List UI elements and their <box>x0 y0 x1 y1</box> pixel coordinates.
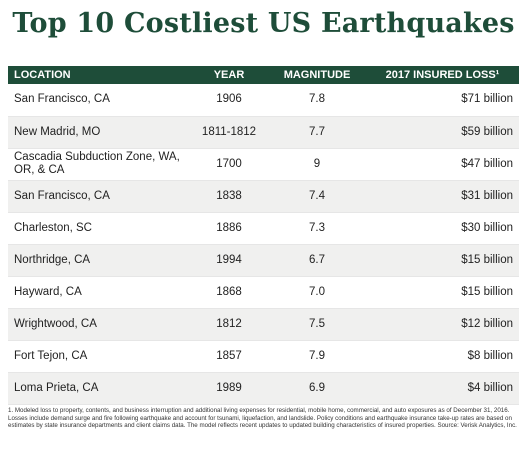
cell-magnitude: 7.0 <box>268 276 366 309</box>
cell-location: Northridge, CA <box>8 244 190 277</box>
cell-year: 1906 <box>190 84 268 117</box>
cell-year: 1994 <box>190 244 268 277</box>
cell-year: 1811-1812 <box>190 116 268 149</box>
cell-insured-loss: $8 billion <box>366 340 519 373</box>
cell-magnitude: 7.7 <box>268 116 366 149</box>
cell-location: Hayward, CA <box>8 276 190 309</box>
cell-location: Fort Tejon, CA <box>8 340 190 373</box>
header-insured-loss: 2017 INSURED LOSS¹ <box>385 69 500 81</box>
cell-insured-loss: $31 billion <box>366 180 519 213</box>
cell-location: Cascadia Subduction Zone, WA, OR, & CA <box>8 148 190 181</box>
cell-location: New Madrid, MO <box>8 116 190 149</box>
cell-year: 1857 <box>190 340 268 373</box>
header-year: YEAR <box>213 69 245 81</box>
header-row: LOCATION YEAR MAGNITUDE 2017 INSURED LOS… <box>8 66 519 84</box>
table-row: Fort Tejon, CA 1857 7.9 $8 billion <box>8 340 519 373</box>
table-body: San Francisco, CA 1906 7.8 $71 billion New M… <box>8 84 519 405</box>
cell-magnitude: 6.9 <box>268 372 366 405</box>
cell-magnitude: 7.8 <box>268 84 366 117</box>
cell-year: 1700 <box>190 148 268 181</box>
footnote: 1. Modeled loss to property, contents, a… <box>8 407 519 430</box>
cell-year: 1812 <box>190 308 268 341</box>
earthquake-table: LOCATION YEAR MAGNITUDE 2017 INSURED LOS… <box>8 66 519 405</box>
cell-magnitude: 7.5 <box>268 308 366 341</box>
table-row: Wrightwood, CA 1812 7.5 $12 billion <box>8 308 519 341</box>
cell-insured-loss: $4 billion <box>366 372 519 405</box>
cell-location: Charleston, SC <box>8 212 190 245</box>
cell-insured-loss: $47 billion <box>366 148 519 181</box>
cell-insured-loss: $30 billion <box>366 212 519 245</box>
cell-magnitude: 9 <box>268 148 366 181</box>
cell-location: Wrightwood, CA <box>8 308 190 341</box>
cell-insured-loss: $12 billion <box>366 308 519 341</box>
cell-location: San Francisco, CA <box>8 180 190 213</box>
cell-insured-loss: $59 billion <box>366 116 519 149</box>
table-row: Charleston, SC 1886 7.3 $30 billion <box>8 212 519 245</box>
cell-magnitude: 7.4 <box>268 180 366 213</box>
table-row: Northridge, CA 1994 6.7 $15 billion <box>8 244 519 277</box>
cell-magnitude: 6.7 <box>268 244 366 277</box>
footnote-text: 1. Modeled loss to property, contents, a… <box>8 407 517 430</box>
chart-title: Top 10 Costliest US Earthquakes <box>12 8 515 39</box>
cell-year: 1868 <box>190 276 268 309</box>
cell-location: San Francisco, CA <box>8 84 190 117</box>
cell-insured-loss: $15 billion <box>366 276 519 309</box>
cell-year: 1838 <box>190 180 268 213</box>
cell-year: 1989 <box>190 372 268 405</box>
cell-year: 1886 <box>190 212 268 245</box>
table-row: Hayward, CA 1868 7.0 $15 billion <box>8 276 519 309</box>
cell-magnitude: 7.3 <box>268 212 366 245</box>
cell-location: Loma Prieta, CA <box>8 372 190 405</box>
table-row: Loma Prieta, CA 1989 6.9 $4 billion <box>8 372 519 405</box>
table-row: Cascadia Subduction Zone, WA, OR, & CA 17… <box>8 148 519 181</box>
header-location: LOCATION <box>14 69 71 81</box>
table-row: San Francisco, CA 1838 7.4 $31 billion <box>8 180 519 213</box>
header-magnitude: MAGNITUDE <box>283 69 351 81</box>
cell-insured-loss: $71 billion <box>366 84 519 117</box>
cell-magnitude: 7.9 <box>268 340 366 373</box>
cell-insured-loss: $15 billion <box>366 244 519 277</box>
table-row: San Francisco, CA 1906 7.8 $71 billion <box>8 84 519 117</box>
table-row: New Madrid, MO 1811-1812 7.7 $59 billion <box>8 116 519 149</box>
